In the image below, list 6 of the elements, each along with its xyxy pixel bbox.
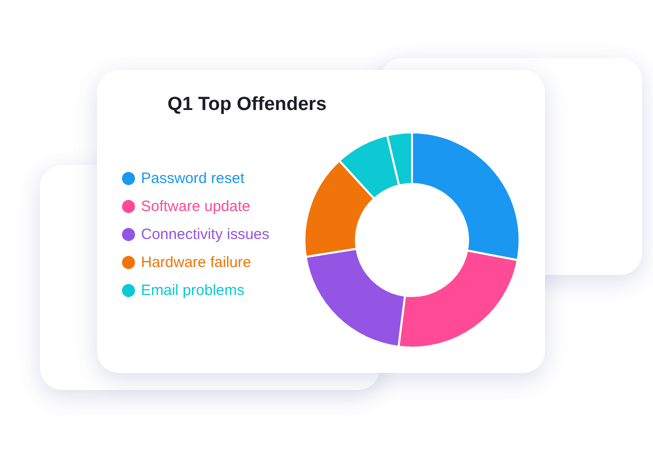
legend-label: Password reset <box>141 170 246 187</box>
legend-label: Connectivity issues <box>141 226 270 243</box>
chart-title: Q1 Top Offenders <box>167 94 327 115</box>
legend-label: Email problems <box>141 282 244 299</box>
legend-label: Software update <box>141 198 250 215</box>
legend-label: Hardware failure <box>141 254 252 271</box>
